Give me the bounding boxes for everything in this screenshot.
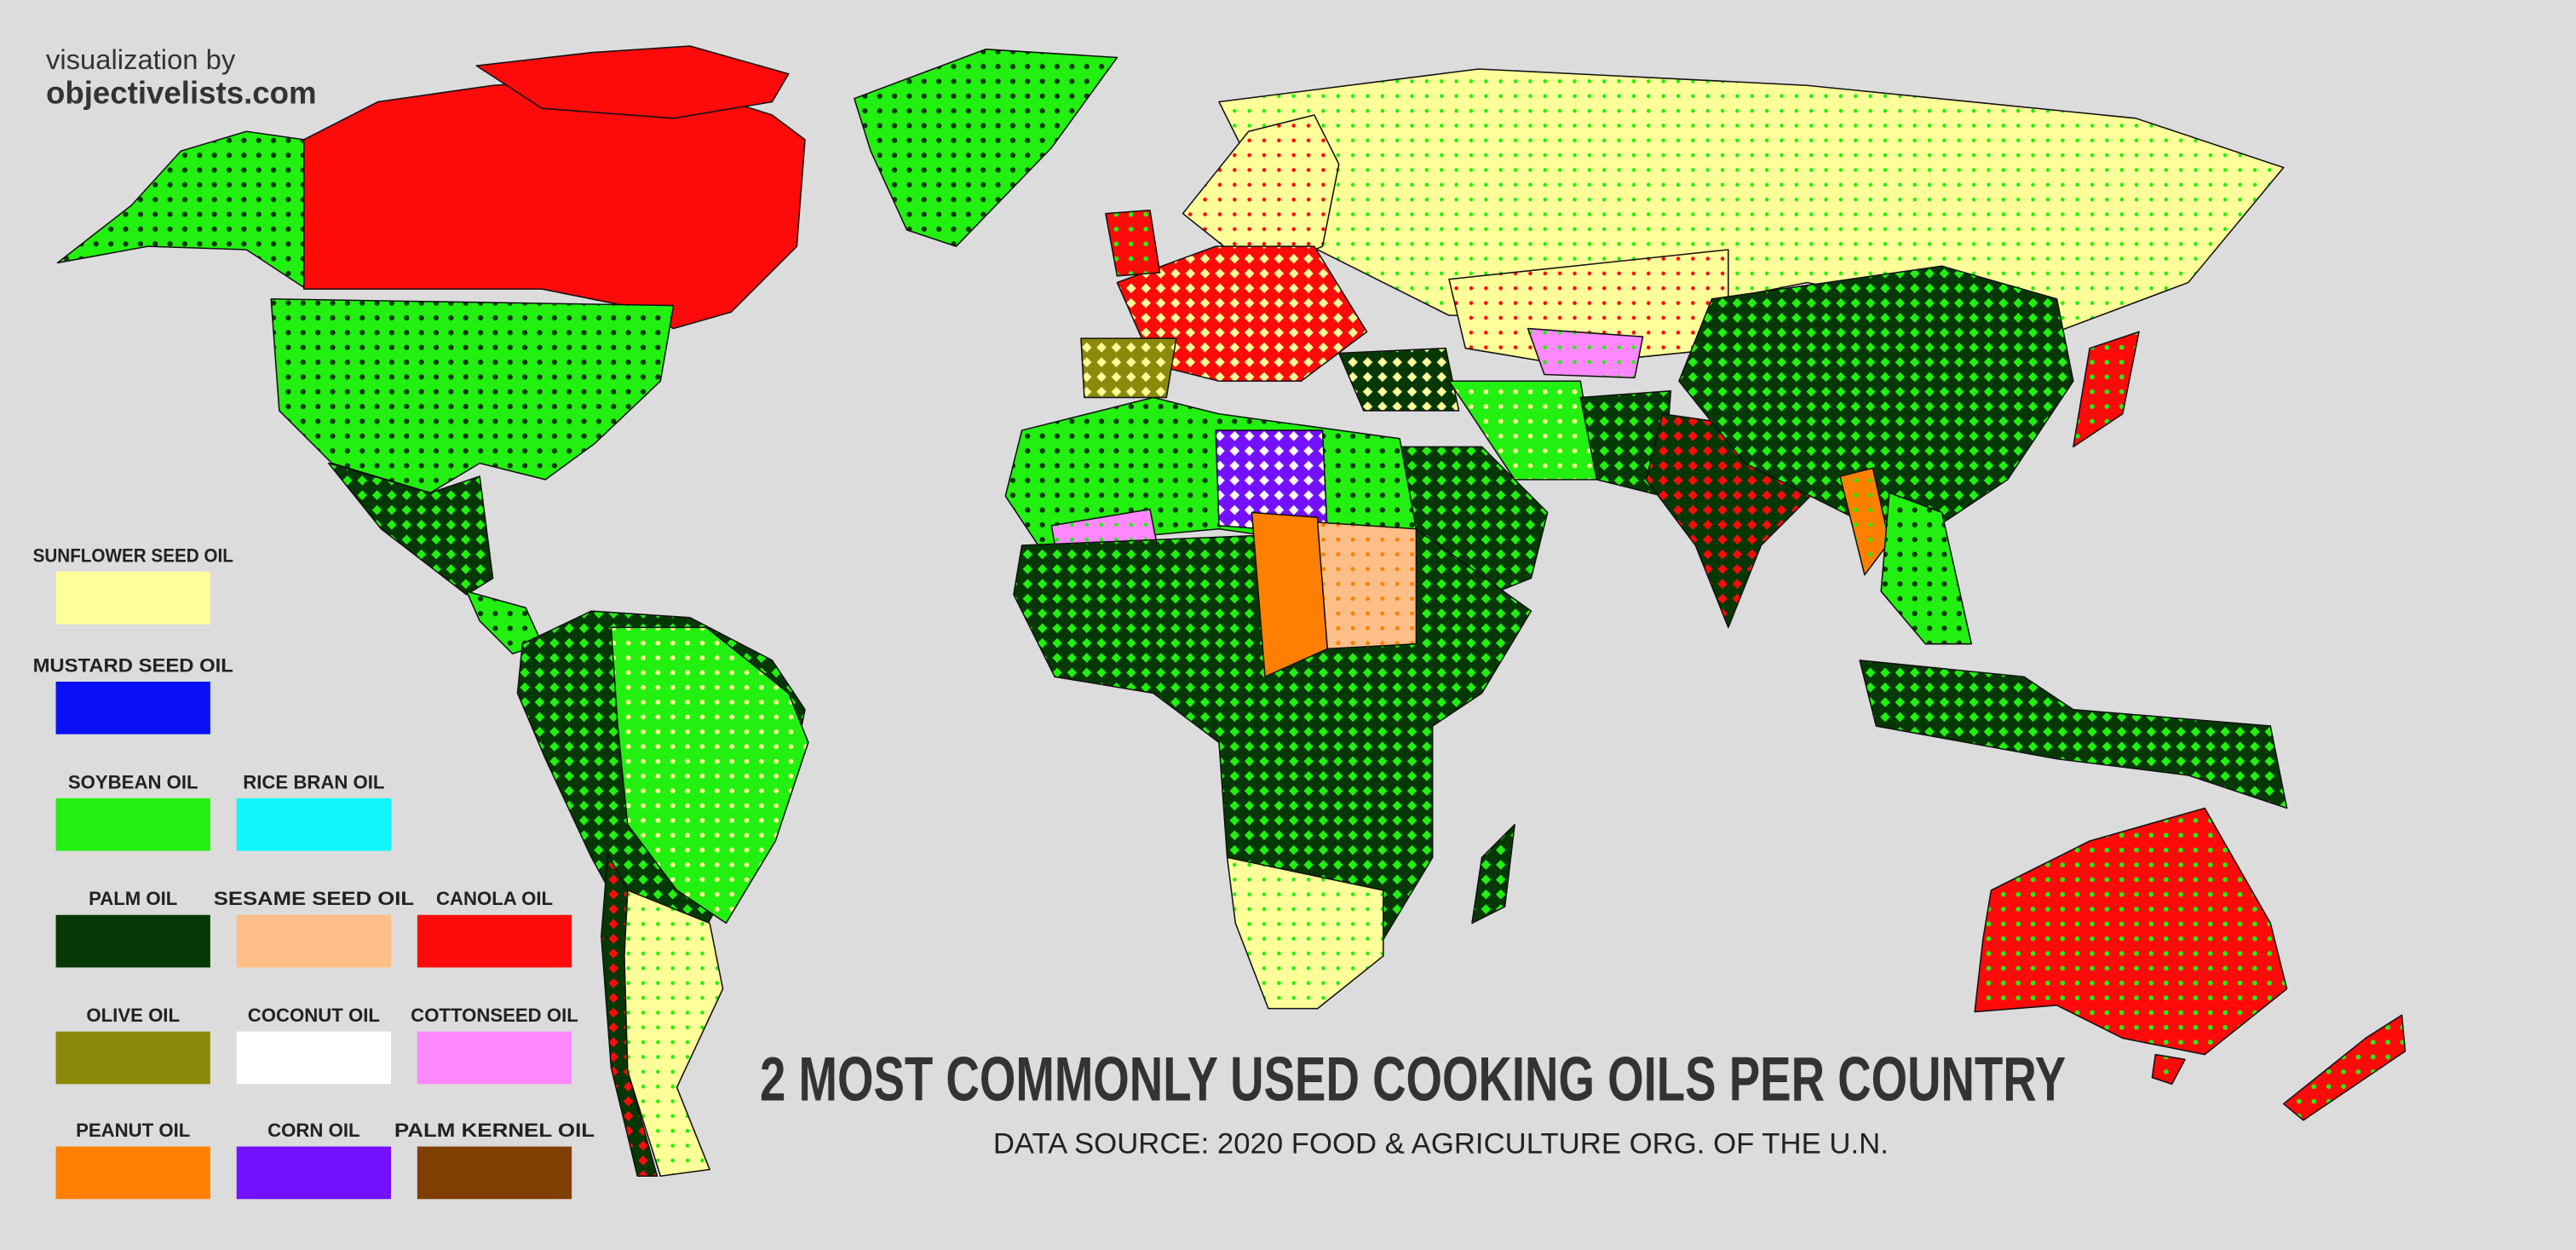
chad [1251,511,1329,677]
indonesia [1859,660,2288,809]
legend-label: MUSTARD SEED OIL [33,654,233,676]
greenland [854,49,1118,247]
legend-swatch [417,1146,572,1200]
legend-swatch [55,571,210,625]
tasmania [2151,1053,2186,1086]
legend-swatch [417,1031,572,1085]
legend-label: OLIVE OIL [86,1005,180,1026]
legend-label: CANOLA OIL [436,888,553,909]
new-zealand [2282,1014,2406,1121]
world-map [56,45,2406,1178]
japan [2073,331,2140,448]
legend-label: PEANUT OIL [76,1120,190,1141]
legend-label: SUNFLOWER SEED OIL [33,544,233,566]
legend-label: CORN OIL [267,1120,359,1141]
uk [1105,209,1161,277]
map-subtitle: DATA SOURCE: 2020 FOOD & AGRICULTURE ORG… [993,1127,1889,1160]
legend-swatch [417,914,572,968]
credit-line2: objectivelists.com [46,75,317,110]
china [1678,265,2074,546]
canada [303,78,806,330]
turkmenistan [1527,327,1644,379]
usa [270,298,675,494]
legend-label: SESAME SEED OIL [214,888,414,909]
legend-label: COCONUT OIL [248,1005,380,1026]
legend-swatch [55,1031,210,1085]
mexico [327,462,494,596]
legend-swatch [236,1146,391,1200]
australia [1974,807,2288,1056]
brazil [610,626,809,925]
southern-africa [1226,856,1384,1010]
legend-label: SOYBEAN OIL [68,771,198,792]
credit-line1: visualization by [46,43,236,75]
southeast-asia [1880,492,1973,645]
legend-swatch [236,914,391,968]
legend-swatch [55,914,210,968]
sudan [1316,521,1417,650]
legend-label: COTTONSEED OIL [411,1005,578,1026]
legend-swatch [236,1031,391,1085]
legend: SUNFLOWER SEED OIL MUSTARD SEED OIL SOYBEA… [33,544,595,1200]
chile [601,853,658,1178]
central-asia [1448,249,1729,366]
madagascar [1471,823,1515,925]
legend-swatch [236,798,391,851]
legend-label: RICE BRAN OIL [243,771,384,792]
legend-swatch [55,798,210,851]
legend-label: PALM OIL [89,888,177,909]
legend-label: PALM KERNEL OIL [394,1120,595,1141]
legend-swatch [55,1146,210,1200]
spain [1080,337,1177,399]
turkey [1338,347,1460,412]
legend-swatch [55,682,210,734]
map-title: 2 MOST COMMONLY USED COOKING OILS PER CO… [760,1045,2066,1115]
arctic-islands [475,45,790,119]
